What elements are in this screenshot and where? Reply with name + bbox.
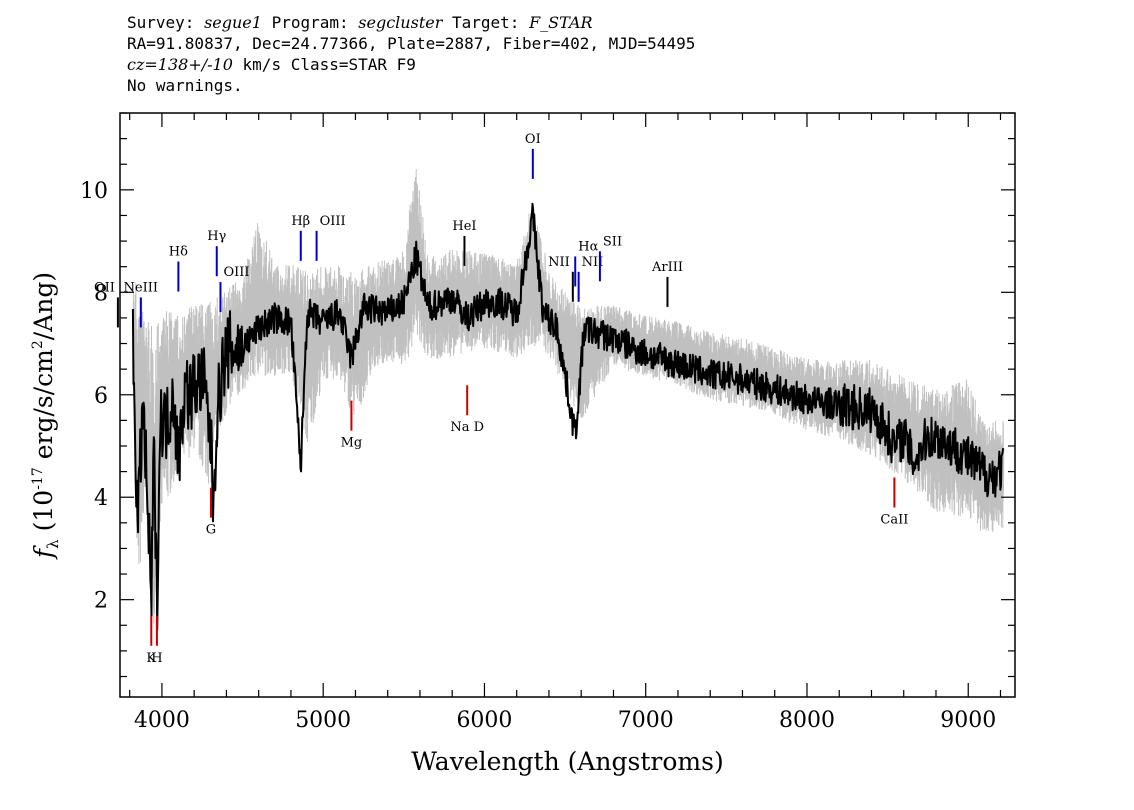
- x-tick-label: 4000: [134, 708, 190, 733]
- x-tick-label: 6000: [456, 708, 512, 733]
- header-line-3: cz=138+/-10 km/s Class=STAR F9: [127, 55, 416, 74]
- emission-label-13: ArIII: [651, 260, 683, 275]
- emission-label-0: OII: [94, 280, 115, 295]
- emission-label-1: NeIII: [124, 280, 158, 295]
- emission-label-4: OIII: [223, 265, 249, 280]
- absorption-label-4: Na D: [450, 420, 484, 435]
- header-line-4: No warnings.: [127, 76, 243, 95]
- emission-label-11: NII: [582, 255, 604, 270]
- x-tick-label: 7000: [618, 708, 674, 733]
- absorption-label-5: CaII: [880, 512, 908, 527]
- y-axis-label: fλ (10-17 erg/s/cm2/Ang): [29, 272, 62, 560]
- flux-line: [131, 202, 1005, 631]
- emission-label-10: Hα: [578, 239, 598, 254]
- x-tick-label: 5000: [295, 708, 351, 733]
- emission-label-3: Hγ: [207, 229, 226, 244]
- emission-label-9: NII: [548, 255, 570, 270]
- y-tick-label: 2: [94, 589, 108, 614]
- absorption-label-0: K: [146, 651, 156, 666]
- emission-label-8: OI: [525, 132, 541, 147]
- axis-ticks: 4000 5000 6000 7000 8000 9000 2 4 6 8 10: [80, 112, 1015, 733]
- absorption-label-3: Mg: [341, 436, 363, 451]
- emission-label-12: SII: [603, 234, 622, 249]
- y-tick-label: 4: [94, 486, 108, 511]
- x-axis-label: Wavelength (Angstroms): [411, 747, 723, 776]
- y-tick-label: 10: [80, 179, 108, 204]
- x-tick-label: 9000: [940, 708, 996, 733]
- header-line-2: RA=91.80837, Dec=24.77366, Plate=2887, F…: [127, 34, 696, 53]
- emission-label-6: OIII: [320, 214, 346, 229]
- absorption-label-1: H: [151, 651, 162, 666]
- y-tick-label: 6: [94, 384, 108, 409]
- absorption-label-2: G: [206, 523, 216, 538]
- x-tick-label: 8000: [779, 708, 835, 733]
- plot-frame: [119, 112, 1016, 698]
- emission-label-2: Hδ: [169, 245, 188, 260]
- spectrum-header: Survey: segue1 Program: segcluster Targe…: [127, 12, 695, 96]
- y-tick-label: 8: [94, 281, 108, 306]
- emission-label-7: HeI: [452, 219, 476, 234]
- flux-series: [131, 202, 1005, 631]
- emission-label-5: Hβ: [291, 214, 310, 229]
- header-line-1: Survey: segue1 Program: segcluster Targe…: [127, 13, 593, 32]
